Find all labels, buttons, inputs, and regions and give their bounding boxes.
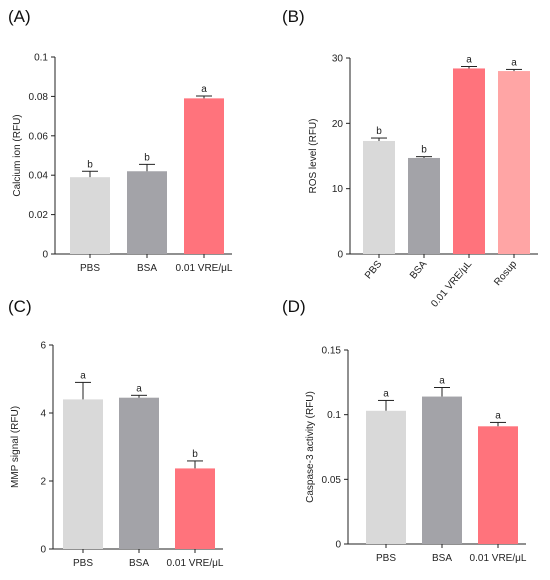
significance-label: a <box>511 57 517 68</box>
significance-label: a <box>439 376 445 387</box>
bar-rosup <box>498 71 530 254</box>
bar-0-01-vre-l <box>184 98 224 255</box>
bar-bsa <box>408 157 440 254</box>
y-tick-label: 0 <box>40 545 46 556</box>
panel-letter: (C) <box>8 297 32 316</box>
significance-label: a <box>466 54 472 65</box>
x-tick-label: Rosup <box>492 259 519 289</box>
y-tick-label: 0.05 <box>322 475 342 486</box>
y-tick-label: 0 <box>42 250 48 261</box>
chart-panel-4: (D) 0 0.05 0.1 0.15 Caspase-3 activity (RFU) a… <box>282 297 527 564</box>
y-tick-label: 0 <box>337 250 343 261</box>
panel-letter: (A) <box>8 7 31 26</box>
significance-label: b <box>144 152 150 163</box>
bar-pbs <box>366 410 406 544</box>
y-axis-label: Caspase-3 activity (RFU) <box>305 391 316 503</box>
y-tick-label: 30 <box>332 54 344 65</box>
chart-panel-1: (A) 0 0.02 0.04 0.06 0.08 0.1 Calcium ion (RFU)… <box>8 7 233 274</box>
y-tick-label: 0.04 <box>29 171 49 182</box>
y-tick-label: 0 <box>335 540 341 551</box>
y-tick-label: 4 <box>40 409 46 420</box>
x-tick-label: BSA <box>432 553 452 564</box>
bar-pbs <box>70 177 110 254</box>
significance-label: b <box>421 145 427 156</box>
bar-pbs <box>63 399 103 549</box>
x-tick-label: PBS <box>73 558 93 569</box>
significance-label: b <box>87 159 93 170</box>
y-axis-label: Calcium ion (RFU) <box>12 114 23 196</box>
y-tick-label: 0.15 <box>322 346 342 357</box>
bar-bsa <box>422 396 462 544</box>
significance-label: a <box>201 84 207 95</box>
x-tick-label: PBS <box>80 263 100 274</box>
y-tick-label: 2 <box>40 477 46 488</box>
bar-0-01-vre-l <box>453 68 485 254</box>
x-tick-label: 0.01 VRE/μL <box>429 259 474 310</box>
y-axis-label: MMP signal (RFU) <box>10 406 21 488</box>
bar-bsa <box>127 171 167 254</box>
bar-0-01-vre-l <box>175 468 215 549</box>
y-tick-label: 0.08 <box>29 92 49 103</box>
x-tick-label: 0.01 VRE/μL <box>470 553 527 564</box>
significance-label: b <box>376 126 382 137</box>
y-tick-label: 0.1 <box>34 53 48 64</box>
significance-label: a <box>495 410 501 421</box>
y-axis-label: ROS level (RFU) <box>308 118 319 193</box>
x-tick-label: PBS <box>376 553 396 564</box>
bar-pbs <box>363 140 395 254</box>
x-tick-label: BSA <box>408 259 430 282</box>
chart-panel-2: (B) 0 10 20 30 ROS level (RFU) b PBS b BSA a 0.01 V… <box>282 7 538 310</box>
x-tick-label: 0.01 VRE/μL <box>176 263 233 274</box>
y-tick-label: 0.1 <box>327 410 341 421</box>
bar-bsa <box>119 397 159 549</box>
x-tick-label: 0.01 VRE/μL <box>167 558 224 569</box>
significance-label: a <box>80 370 86 381</box>
panel-letter: (B) <box>282 7 305 26</box>
y-tick-label: 6 <box>40 341 46 352</box>
chart-panel-3: (C) 0 2 4 6 MMP signal (RFU) a PBS a BSA b 0.01 VRE… <box>8 297 224 569</box>
y-tick-label: 10 <box>332 184 344 195</box>
significance-label: a <box>136 383 142 394</box>
significance-label: b <box>192 449 198 460</box>
panel-letter: (D) <box>282 297 306 316</box>
significance-label: a <box>383 388 389 399</box>
x-tick-label: PBS <box>363 259 385 282</box>
bar-0-01-vre-l <box>478 426 518 544</box>
x-tick-label: BSA <box>137 263 157 274</box>
y-tick-label: 0.02 <box>29 210 49 221</box>
x-tick-label: BSA <box>129 558 149 569</box>
y-tick-label: 20 <box>332 119 344 130</box>
y-tick-label: 0.06 <box>29 131 49 142</box>
